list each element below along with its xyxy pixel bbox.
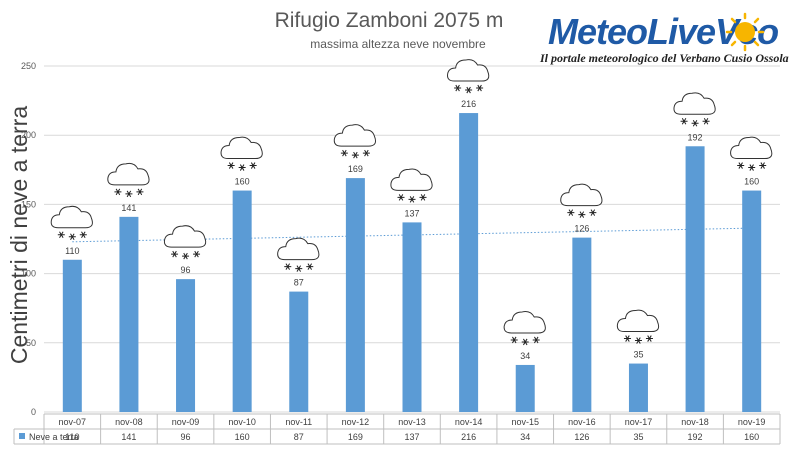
bar (515, 364, 535, 412)
bar (742, 190, 762, 412)
snow-cloud-icon (163, 225, 207, 260)
x-tick-label: nov-18 (681, 417, 709, 427)
table-value: 141 (121, 432, 136, 442)
x-tick-label: nov-13 (398, 417, 426, 427)
bar (232, 190, 252, 412)
data-label: 87 (294, 278, 304, 288)
table-value: 35 (633, 432, 643, 442)
x-tick-label: nov-14 (455, 417, 483, 427)
data-label: 96 (181, 265, 191, 275)
x-tick-label: nov-19 (738, 417, 766, 427)
logo-tagline: Il portale meteorologico del Verbano Cus… (539, 51, 789, 65)
bar (176, 279, 196, 412)
y-axis-title: Centimetri di neve a terra (6, 106, 32, 364)
x-tick-label: nov-10 (228, 417, 256, 427)
snow-cloud-icon (447, 59, 490, 94)
y-tick-label: 200 (21, 130, 36, 140)
chart-title: Rifugio Zamboni 2075 m (275, 9, 504, 32)
y-tick-label: 100 (21, 269, 36, 279)
snow-cloud-icon (220, 136, 263, 172)
data-label: 34 (520, 351, 530, 361)
bar (572, 237, 592, 412)
legend-swatch (19, 433, 25, 439)
data-label: 160 (744, 177, 759, 187)
data-label: 141 (121, 203, 136, 213)
snow-cloud-icon (673, 92, 716, 127)
table-value: 34 (520, 432, 530, 442)
snow-cloud-icon (50, 205, 93, 241)
x-tick-label: nov-07 (59, 417, 87, 427)
table-value: 169 (348, 432, 363, 442)
table-value: 192 (688, 432, 703, 442)
data-label: 169 (348, 164, 363, 174)
table-value: 87 (294, 432, 304, 442)
table-value: 160 (744, 432, 759, 442)
data-table: Neve a terra nov-07 110 nov-08 141 nov-09 96 no… (13, 413, 781, 445)
bar (119, 216, 139, 412)
y-tick-label: 0 (31, 407, 36, 417)
table-value: 126 (574, 432, 589, 442)
chart-subtitle: massima altezza neve novembre (310, 37, 486, 51)
bar (628, 363, 648, 412)
series-name: Neve a terra (29, 432, 79, 442)
bar (289, 291, 309, 412)
table-value: 160 (235, 432, 250, 442)
x-tick-label: nov-17 (625, 417, 653, 427)
y-tick-label: 150 (21, 199, 36, 209)
y-tick-label: 250 (21, 61, 36, 71)
x-tick-label: nov-12 (342, 417, 370, 427)
table-value: 216 (461, 432, 476, 442)
snow-cloud-icon (560, 183, 603, 219)
x-tick-label: nov-09 (172, 417, 200, 427)
bar (402, 222, 422, 412)
data-label: 192 (688, 132, 703, 142)
x-tick-label: nov-15 (511, 417, 539, 427)
data-label: 216 (461, 99, 476, 109)
y-tick-label: 50 (26, 338, 36, 348)
data-label: 126 (574, 224, 589, 234)
snow-cloud-icon (616, 309, 660, 345)
data-label: 110 (65, 246, 79, 256)
data-label: 160 (235, 177, 250, 187)
sun-icon (725, 12, 765, 52)
meteolivevco-logo: MeteoLiveVco Il portale meteorologico de… (539, 11, 789, 65)
bars (62, 113, 762, 412)
snow-cloud-icon (503, 310, 546, 346)
y-axis-ticks: 0 50 100 150 200 250 (21, 61, 36, 417)
snow-cloud-icon (390, 168, 433, 203)
data-label: 137 (404, 208, 419, 218)
snow-cloud-icon (730, 136, 773, 172)
table-value: 137 (404, 432, 419, 442)
snow-cloud-icon (333, 124, 377, 159)
table-value: 96 (181, 432, 191, 442)
data-labels: 110 141 96 160 87 169 137 216 34 126 35 192 160 (65, 99, 759, 361)
bar (459, 113, 479, 412)
bar (345, 178, 365, 412)
snow-cloud-icon (107, 162, 150, 198)
data-label: 35 (633, 350, 643, 360)
x-tick-label: nov-11 (285, 417, 312, 427)
bar (62, 259, 82, 412)
table-value: 110 (65, 432, 79, 442)
x-tick-label: nov-08 (115, 417, 143, 427)
x-tick-label: nov-16 (568, 417, 596, 427)
snow-cloud-icon (277, 237, 320, 273)
bar (685, 146, 705, 412)
